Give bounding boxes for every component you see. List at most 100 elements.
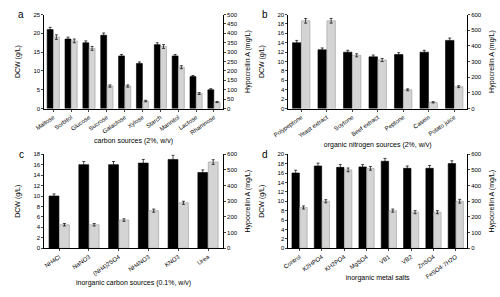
svg-text:500: 500 xyxy=(471,27,482,33)
svg-text:4: 4 xyxy=(37,224,41,230)
svg-text:b: b xyxy=(262,9,268,20)
svg-text:Soytone: Soytone xyxy=(333,114,355,132)
svg-text:KNO3: KNO3 xyxy=(164,253,181,268)
svg-text:0: 0 xyxy=(227,245,231,251)
svg-text:350: 350 xyxy=(227,40,238,46)
svg-text:carbon sources (2%, w/v): carbon sources (2%, w/v) xyxy=(94,137,173,145)
svg-text:300: 300 xyxy=(227,49,238,55)
svg-text:0: 0 xyxy=(281,106,285,112)
svg-text:4: 4 xyxy=(281,87,285,93)
svg-text:200: 200 xyxy=(471,74,482,80)
svg-text:Hypocrellin A (mg/L): Hypocrellin A (mg/L) xyxy=(244,30,252,93)
svg-text:20: 20 xyxy=(278,12,285,18)
svg-text:100: 100 xyxy=(227,87,238,93)
svg-text:Potato juice: Potato juice xyxy=(427,114,457,137)
svg-text:300: 300 xyxy=(471,198,482,204)
svg-text:500: 500 xyxy=(227,12,238,18)
svg-text:DCW (g/L): DCW (g/L) xyxy=(258,185,266,218)
svg-text:6: 6 xyxy=(281,77,285,83)
svg-text:18: 18 xyxy=(278,21,285,27)
svg-text:Yeast extract: Yeast extract xyxy=(297,114,329,139)
svg-text:450: 450 xyxy=(227,21,238,27)
svg-text:Polypeptone: Polypeptone xyxy=(273,114,304,138)
svg-text:500: 500 xyxy=(227,167,238,173)
svg-text:0: 0 xyxy=(227,106,231,112)
svg-text:10: 10 xyxy=(278,59,285,65)
svg-text:6: 6 xyxy=(281,217,285,223)
svg-text:50: 50 xyxy=(227,96,234,102)
svg-text:200: 200 xyxy=(227,214,238,220)
svg-text:DCW (g/L): DCW (g/L) xyxy=(14,185,22,218)
svg-text:DCW (g/L): DCW (g/L) xyxy=(14,45,22,78)
svg-text:8: 8 xyxy=(281,68,285,74)
svg-text:NaNO3: NaNO3 xyxy=(71,253,91,270)
svg-text:16: 16 xyxy=(33,162,40,168)
svg-text:a: a xyxy=(18,9,24,20)
svg-text:150: 150 xyxy=(227,77,238,83)
svg-text:300: 300 xyxy=(471,59,482,65)
svg-text:(NH4)2SO4: (NH4)2SO4 xyxy=(92,253,122,276)
svg-text:DCW (g/L): DCW (g/L) xyxy=(258,45,266,78)
svg-text:10: 10 xyxy=(33,193,40,199)
svg-text:16: 16 xyxy=(278,170,285,176)
svg-text:Control: Control xyxy=(283,254,302,270)
svg-text:4: 4 xyxy=(281,227,285,233)
svg-text:100: 100 xyxy=(227,230,238,236)
svg-text:Peptone: Peptone xyxy=(384,114,406,132)
svg-text:organic nitrogen sources (2%,: organic nitrogen sources (2%, w/v) xyxy=(324,141,432,149)
svg-text:8: 8 xyxy=(281,208,285,214)
svg-text:10: 10 xyxy=(33,68,40,74)
svg-text:6: 6 xyxy=(37,214,41,220)
svg-text:400: 400 xyxy=(227,183,238,189)
svg-text:Beef extract: Beef extract xyxy=(350,114,380,137)
svg-text:500: 500 xyxy=(471,167,482,173)
svg-text:2: 2 xyxy=(281,236,285,242)
svg-text:0: 0 xyxy=(471,245,475,251)
svg-text:Galactose: Galactose xyxy=(101,114,127,135)
svg-text:0: 0 xyxy=(37,245,41,251)
svg-text:0: 0 xyxy=(37,106,41,112)
svg-text:ZnSO4: ZnSO4 xyxy=(417,253,437,269)
svg-text:18: 18 xyxy=(278,161,285,167)
svg-text:12: 12 xyxy=(278,189,285,195)
svg-text:14: 14 xyxy=(33,172,40,178)
svg-text:12: 12 xyxy=(278,49,285,55)
svg-text:300: 300 xyxy=(227,198,238,204)
svg-text:VB1: VB1 xyxy=(378,253,391,265)
svg-text:Glucose: Glucose xyxy=(70,114,92,132)
svg-text:100: 100 xyxy=(471,230,482,236)
svg-text:Mannitol: Mannitol xyxy=(159,114,181,132)
svg-text:250: 250 xyxy=(227,59,238,65)
svg-text:inorganic metal salts: inorganic metal salts xyxy=(346,274,410,282)
svg-text:14: 14 xyxy=(278,180,285,186)
svg-text:200: 200 xyxy=(471,214,482,220)
svg-text:12: 12 xyxy=(33,183,40,189)
svg-text:KH2PO4: KH2PO4 xyxy=(324,253,347,272)
svg-text:600: 600 xyxy=(471,151,482,157)
svg-text:VB2: VB2 xyxy=(401,253,414,265)
svg-text:600: 600 xyxy=(227,151,238,157)
svg-text:400: 400 xyxy=(471,183,482,189)
svg-text:FeSO4·7H2O: FeSO4·7H2O xyxy=(425,254,459,280)
svg-text:14: 14 xyxy=(278,40,285,46)
svg-text:10: 10 xyxy=(278,198,285,204)
svg-text:Urea: Urea xyxy=(196,253,211,266)
svg-text:inorganic carbon sources (0.1%: inorganic carbon sources (0.1%, w/v) xyxy=(76,279,191,287)
svg-text:Hypocrellin A (mg/L): Hypocrellin A (mg/L) xyxy=(488,30,496,93)
svg-text:25: 25 xyxy=(33,12,40,18)
svg-text:600: 600 xyxy=(471,12,482,18)
svg-text:0: 0 xyxy=(281,245,285,251)
svg-text:0: 0 xyxy=(471,106,475,112)
svg-text:NH4Cl: NH4Cl xyxy=(44,254,62,269)
svg-text:20: 20 xyxy=(33,30,40,36)
svg-text:Maltose: Maltose xyxy=(35,114,56,131)
svg-text:2: 2 xyxy=(37,235,41,241)
svg-text:Hypocrellin A (mg/L): Hypocrellin A (mg/L) xyxy=(488,170,496,233)
svg-text:400: 400 xyxy=(227,30,238,36)
svg-text:d: d xyxy=(262,149,268,160)
svg-text:K2HPO4: K2HPO4 xyxy=(301,253,324,272)
svg-text:MgSO4: MgSO4 xyxy=(349,253,370,270)
svg-text:Sucrose: Sucrose xyxy=(88,114,110,132)
svg-text:Rhamnose: Rhamnose xyxy=(189,114,217,136)
svg-text:NH4NO3: NH4NO3 xyxy=(127,253,151,272)
